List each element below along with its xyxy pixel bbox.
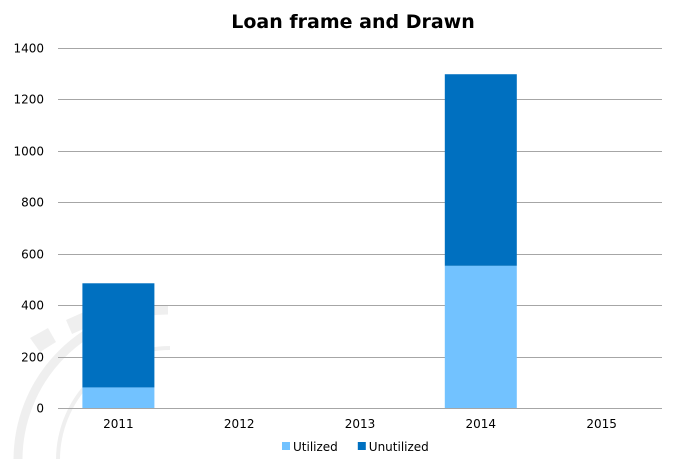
bar-unutilized-2011 (82, 283, 155, 388)
y-tick-label: 200 (21, 351, 44, 365)
legend-label-utilized: Utilized (293, 440, 338, 454)
legend-swatch-utilized (282, 442, 290, 450)
y-tick-label: 0 (36, 402, 44, 416)
bar-utilized-2014 (444, 265, 517, 408)
x-tick-label: 2015 (586, 417, 617, 431)
legend-swatch-unutilized (357, 442, 366, 450)
bar-utilized-2011 (82, 387, 155, 408)
gridlines (58, 48, 662, 409)
chart-title: Loan frame and Drawn (231, 11, 474, 33)
bar-unutilized-2014 (444, 74, 517, 266)
bars (82, 74, 517, 408)
y-axis: 0 200 400 600 800 1000 1200 1400 (13, 42, 44, 416)
y-tick-label: 1400 (13, 42, 44, 56)
y-tick-label: 600 (21, 248, 44, 262)
x-tick-label: 2014 (466, 417, 497, 431)
y-tick-label: 400 (21, 299, 44, 313)
y-tick-label: 1200 (13, 93, 44, 107)
x-tick-label: 2013 (345, 417, 376, 431)
legend: Utilized Unutilized (282, 440, 429, 454)
y-tick-label: 1000 (13, 145, 44, 159)
x-axis: 2011 2012 2013 2014 2015 (103, 417, 617, 431)
y-tick-label: 800 (21, 196, 44, 210)
x-tick-label: 2012 (224, 417, 255, 431)
x-tick-label: 2011 (103, 417, 134, 431)
legend-label-unutilized: Unutilized (369, 440, 429, 454)
